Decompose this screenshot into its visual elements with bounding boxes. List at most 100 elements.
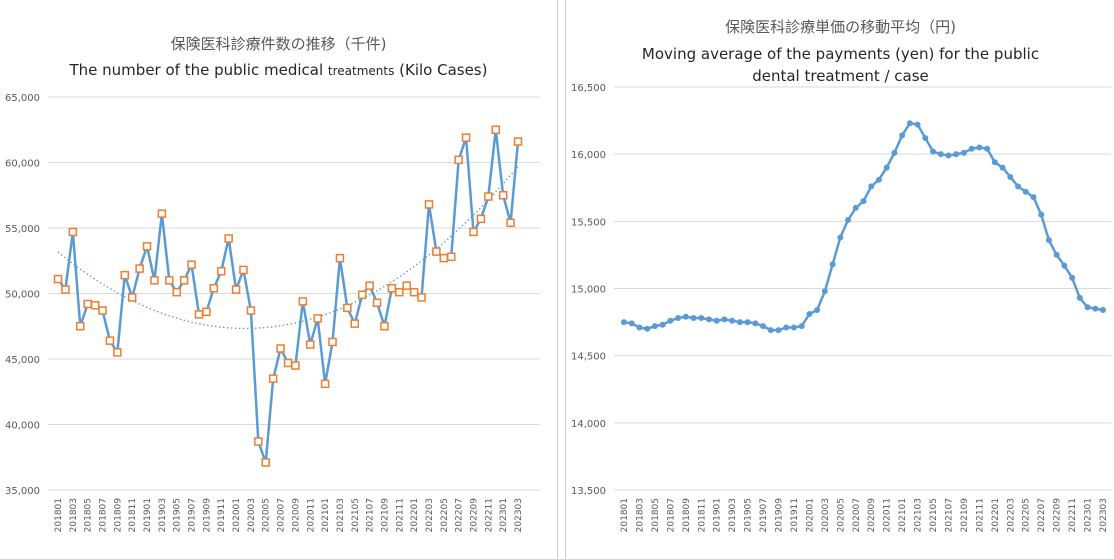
left-title-en-small: treatments	[327, 64, 395, 78]
left-data-point	[113, 348, 122, 357]
right-x-tick-label: 201807	[666, 498, 676, 532]
left-data-point	[231, 285, 241, 294]
right-x-tick-label: 202011	[883, 498, 893, 532]
left-x-tick-label: 202005	[262, 498, 272, 532]
right-data-point	[644, 325, 651, 332]
left-data-point	[469, 227, 478, 237]
left-data-point	[380, 322, 389, 331]
right-y-tick-label: 13,500	[571, 486, 606, 497]
right-chart-title-jp: 保険医科診療単価の移動平均（円)	[725, 18, 956, 36]
right-x-tick-label: 202209	[1053, 498, 1063, 533]
right-data-point	[1069, 274, 1076, 281]
right-data-point	[845, 216, 852, 223]
right-data-point	[682, 313, 689, 320]
left-x-tick-label: 202211	[484, 498, 494, 532]
left-y-tick-label: 60,000	[5, 159, 40, 170]
left-data-point	[498, 191, 508, 200]
left-x-tick-label: 202105	[351, 498, 361, 532]
left-data-point	[98, 306, 107, 315]
left-x-tick-label: 201811	[128, 498, 138, 532]
right-data-point	[621, 319, 627, 326]
right-x-tick-label: 202205	[1022, 498, 1032, 532]
right-y-tick-label: 14,000	[571, 419, 606, 430]
right-data-point	[767, 327, 774, 334]
right-chart-panel: 保険医科診療単価の移動平均（円) Moving average of the p…	[565, 0, 1114, 559]
right-data-point	[852, 204, 859, 211]
left-data-point	[83, 299, 92, 309]
right-data-point	[922, 135, 929, 142]
left-x-tick-label: 202303	[514, 498, 524, 532]
left-data-point	[298, 297, 308, 306]
right-data-point	[868, 183, 875, 190]
right-data-point	[930, 148, 937, 155]
left-title-en-tail: (Kilo Cases)	[394, 61, 488, 79]
left-data-point	[53, 274, 63, 284]
right-data-point	[1030, 194, 1037, 201]
left-x-tick-label: 201801	[54, 498, 64, 532]
left-data-point	[402, 281, 411, 290]
right-data-point	[775, 327, 782, 334]
right-x-tick-label: 202201	[991, 498, 1001, 532]
right-y-tick-label: 15,500	[571, 217, 606, 228]
right-data-point	[837, 234, 844, 241]
left-x-tick-label: 201907	[188, 498, 198, 532]
right-data-point	[875, 176, 882, 183]
right-x-tick-label: 201809	[682, 498, 692, 533]
left-x-tick-label: 202003	[247, 498, 257, 532]
left-chart-title-en: The number of the public medical treatme…	[0, 61, 557, 79]
left-x-tick-label: 201803	[69, 498, 79, 532]
right-data-point	[1045, 237, 1052, 244]
right-data-point	[721, 316, 728, 323]
right-y-tick-label: 16,500	[571, 83, 606, 94]
left-chart-panel: 保険医科診療件数の推移（千件) The number of the public…	[0, 0, 558, 559]
right-x-tick-label: 201911	[790, 498, 800, 532]
left-data-point	[61, 285, 70, 294]
left-x-tick-label: 201911	[217, 498, 227, 532]
right-data-point	[729, 317, 736, 324]
right-chart-title-en-line2: dental treatment / case	[752, 67, 929, 85]
right-x-tick-label: 202203	[1006, 498, 1016, 532]
left-data-point	[335, 253, 345, 263]
left-data-point	[239, 265, 248, 275]
right-data-point	[1061, 262, 1068, 269]
left-data-point	[105, 336, 115, 345]
left-chart-plot: 35,000 40,000 45,000 50,000 55,000 60,000 65,0…	[5, 93, 540, 532]
left-data-point	[461, 133, 471, 142]
right-data-point	[790, 324, 797, 331]
left-data-point	[291, 361, 300, 370]
left-data-point	[432, 247, 441, 256]
right-data-point	[1007, 174, 1014, 181]
right-data-point	[968, 145, 975, 152]
left-x-tick-label: 202001	[232, 498, 242, 532]
right-data-point	[976, 144, 983, 151]
left-data-point	[172, 287, 181, 297]
right-data-point	[999, 164, 1006, 171]
left-x-tick-label: 201807	[99, 498, 109, 532]
right-data-point	[906, 120, 913, 127]
left-data-point	[387, 284, 397, 293]
left-y-tick-label: 50,000	[5, 290, 40, 301]
right-data-point	[1100, 306, 1106, 313]
left-y-tick-label: 35,000	[5, 486, 40, 497]
left-data-point	[343, 303, 352, 313]
right-data-point	[984, 145, 991, 152]
left-data-point	[328, 337, 337, 347]
right-data-point	[960, 149, 967, 156]
left-data-point	[484, 192, 493, 201]
right-x-tick-label: 201903	[728, 498, 738, 532]
right-chart-title-en-line1: Moving average of the payments (yen) for…	[641, 45, 1040, 63]
right-x-tick-label: 202009	[867, 498, 877, 533]
right-x-tick-label: 202003	[821, 498, 831, 532]
left-data-point	[350, 319, 360, 328]
left-title-en-main: The number of the public medical	[69, 61, 328, 79]
left-data-point	[506, 218, 515, 228]
left-data-point	[76, 322, 85, 331]
right-x-tick-label: 202207	[1037, 498, 1047, 532]
right-data-point	[829, 261, 836, 268]
left-x-tick-label: 201805	[84, 498, 94, 532]
right-data-point	[937, 151, 944, 158]
right-data-point	[953, 151, 960, 158]
right-data-point	[1084, 304, 1091, 311]
right-data-point	[760, 323, 767, 330]
left-data-point	[395, 287, 404, 297]
